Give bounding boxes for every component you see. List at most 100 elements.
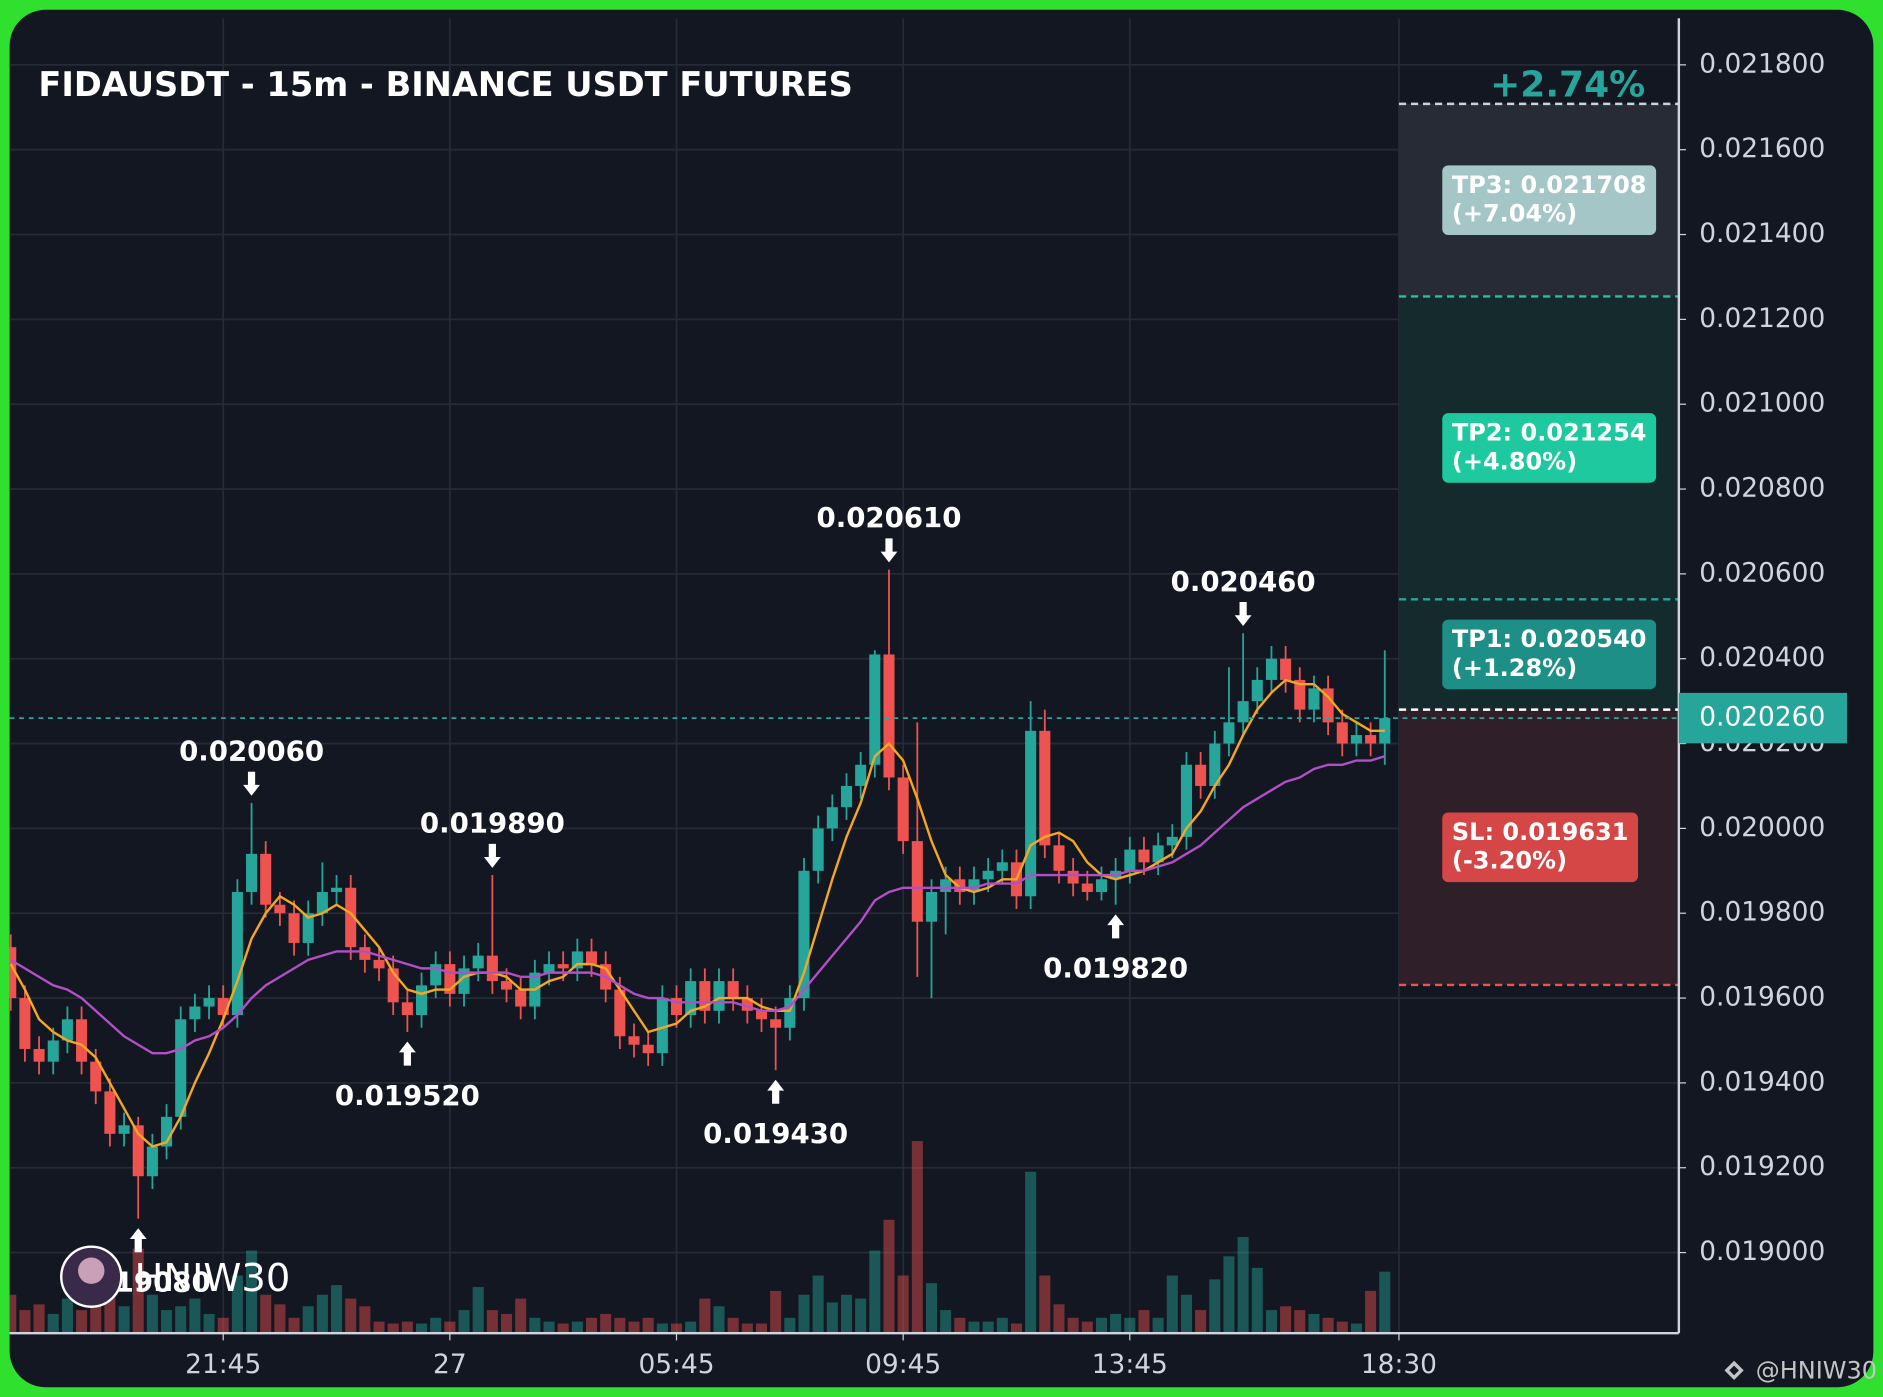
candle-body <box>316 892 328 914</box>
volume-bar <box>755 1323 768 1334</box>
volume-bar <box>515 1298 527 1334</box>
volume-bar <box>76 1310 88 1334</box>
candle-body <box>1251 679 1263 702</box>
volume-bar <box>1180 1294 1192 1334</box>
volume-bar <box>940 1310 952 1334</box>
candle-body <box>515 989 527 1007</box>
volume-bar <box>1039 1275 1051 1334</box>
candle-body <box>826 807 838 829</box>
level-box: TP3: 0.021708(+7.04%) <box>1442 165 1657 235</box>
candle-body <box>231 892 243 1016</box>
volume-bar <box>472 1287 484 1334</box>
candle-body <box>1152 845 1164 863</box>
volume-bar <box>1379 1271 1391 1334</box>
volume-bar <box>713 1306 725 1334</box>
candle-body <box>1322 688 1334 723</box>
x-tick-label: 27 <box>433 1349 467 1380</box>
volume-bar <box>741 1323 753 1334</box>
candle-body <box>812 828 824 871</box>
y-tick-label: 0.019600 <box>1699 982 1825 1013</box>
candle-body <box>146 1146 158 1177</box>
last-price-label: 0.020260 <box>1699 702 1825 733</box>
candle-body <box>76 1019 88 1062</box>
volume-bar <box>1110 1313 1122 1334</box>
candle-body <box>274 904 286 914</box>
candle-body <box>543 964 555 973</box>
volume-bar <box>175 1306 187 1334</box>
volume-bar <box>557 1323 569 1334</box>
candle-body <box>1294 679 1306 710</box>
annotation-label: 0.020060 <box>179 735 324 768</box>
volume-bar <box>1365 1290 1377 1334</box>
candle-body <box>1379 718 1391 744</box>
candle-body <box>571 951 583 969</box>
volume-bar <box>345 1298 357 1334</box>
volume-pane <box>9 1141 1391 1334</box>
candle-body <box>925 892 938 922</box>
volume-bar <box>47 1313 59 1334</box>
volume-bar <box>869 1250 881 1334</box>
annotation-label: 0.020610 <box>817 501 962 534</box>
volume-bar <box>699 1298 711 1334</box>
volume-bar <box>1124 1317 1136 1334</box>
volume-bar <box>826 1302 838 1334</box>
change-label: +2.74% <box>1490 65 1645 106</box>
candle-body <box>246 853 258 893</box>
annotation-arrow <box>398 1041 416 1066</box>
y-tick-label: 0.019200 <box>1699 1151 1825 1182</box>
candle-body <box>189 1006 201 1020</box>
volume-bar <box>968 1321 980 1334</box>
candle-body <box>1180 764 1192 837</box>
candle-body <box>486 955 498 982</box>
volume-bar <box>982 1321 994 1334</box>
y-tick-label: 0.021000 <box>1699 388 1825 419</box>
y-tick-label: 0.021200 <box>1699 303 1825 334</box>
candle-body <box>840 785 853 808</box>
y-tick-label: 0.021800 <box>1699 48 1825 79</box>
candle-body <box>9 947 17 999</box>
volume-bar <box>685 1321 697 1334</box>
annotation-arrow <box>243 771 260 796</box>
volume-bar <box>1067 1317 1079 1334</box>
annotation-arrow <box>483 843 501 868</box>
candle-body <box>869 654 881 765</box>
candle-body <box>430 964 442 986</box>
candle-body <box>685 981 697 1016</box>
avatar-face <box>78 1257 105 1284</box>
candle-body <box>444 964 456 994</box>
level-label: TP2: 0.021254 <box>1452 418 1647 446</box>
candle-body <box>132 1125 144 1177</box>
volume-bar <box>1336 1321 1348 1334</box>
volume-bar <box>401 1321 413 1334</box>
candle-body <box>585 951 598 965</box>
candle-body <box>713 981 725 1011</box>
level-percent: (+4.80%) <box>1452 447 1577 475</box>
level-box-bg <box>1442 619 1657 690</box>
level-percent: (+7.04%) <box>1452 200 1577 228</box>
volume-bar <box>543 1321 555 1334</box>
volume-bar <box>274 1304 286 1334</box>
candle-body <box>331 887 343 893</box>
moving-average <box>10 755 1386 1055</box>
annotation-arrow <box>129 1228 147 1253</box>
candle-body <box>161 1116 173 1147</box>
volume-bar <box>458 1310 470 1334</box>
candle-body <box>458 968 470 994</box>
level-box: TP1: 0.020540(+1.28%) <box>1442 619 1657 690</box>
y-tick-label: 0.020800 <box>1699 473 1825 504</box>
volume-bar <box>770 1290 782 1334</box>
candle-body <box>260 853 272 905</box>
volume-bar <box>19 1310 31 1334</box>
candle-body <box>996 862 1008 871</box>
volume-bar <box>387 1323 399 1334</box>
level-box-bg <box>1442 413 1657 483</box>
volume-bar <box>231 1275 243 1334</box>
candle-body <box>1209 743 1221 786</box>
volume-bar <box>1095 1317 1107 1334</box>
volume-bar <box>33 1304 45 1334</box>
y-tick-label: 0.019400 <box>1699 1066 1825 1097</box>
x-tick-label: 05:45 <box>638 1349 714 1380</box>
candle-body <box>1053 845 1065 871</box>
level-label: TP3: 0.021708 <box>1452 171 1647 199</box>
candle-body <box>727 981 739 999</box>
